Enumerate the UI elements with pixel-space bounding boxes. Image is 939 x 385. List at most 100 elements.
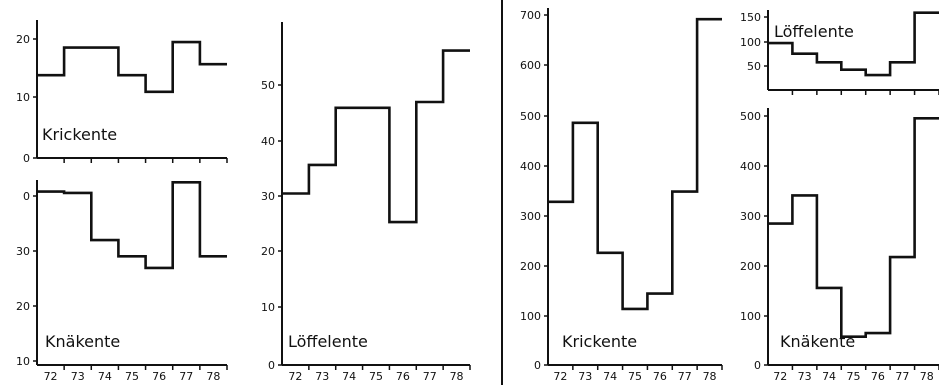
- y-tick-label: 0: [23, 190, 30, 203]
- y-tick-label: 400: [520, 160, 541, 173]
- x-tick-label: 77: [678, 370, 692, 383]
- y-tick-label: 0: [534, 359, 541, 372]
- panel-species-label: Krickente: [42, 125, 117, 144]
- step-value-mark: [778, 222, 782, 226]
- step-value-mark: [683, 190, 687, 194]
- x-tick-label: 72: [44, 370, 58, 383]
- step-value-mark: [583, 121, 587, 125]
- step-value-mark: [49, 190, 53, 194]
- step-value-mark: [157, 266, 161, 270]
- step-value-mark: [900, 255, 904, 259]
- panel-knaekente-large: 0 100 200 300 400 500 72 73 74 75 76 77 78 Knäkente: [740, 108, 939, 383]
- x-tick-label: 74: [603, 370, 617, 383]
- y-tick-label: 500: [740, 110, 761, 123]
- x-tick-label: 75: [847, 370, 861, 383]
- x-tick-label: 77: [179, 370, 193, 383]
- y-tick-label: 20: [261, 245, 275, 258]
- x-tick-label: 75: [125, 370, 139, 383]
- panel-species-label: Löffelente: [288, 332, 368, 351]
- step-value-mark: [347, 106, 351, 110]
- panel-krickente-large: 0 100 200 300 400 500 600 700 72 73 74 75 76 77 78 Kric…: [520, 8, 723, 383]
- y-tick-label: 700: [520, 9, 541, 22]
- y-tick-label: 600: [520, 59, 541, 72]
- y-tick-label: 20: [16, 300, 30, 313]
- y-tick-label: 20: [16, 33, 30, 46]
- y-tick-label: 100: [740, 36, 761, 49]
- y-tick-label: 50: [261, 79, 275, 92]
- x-tick-label: 76: [152, 370, 166, 383]
- step-value-mark: [130, 73, 134, 77]
- x-tick-label: 72: [773, 370, 787, 383]
- x-tick-label: 72: [288, 370, 302, 383]
- y-tick-label: 10: [16, 91, 30, 104]
- step-value-mark: [374, 106, 378, 110]
- x-tick-label: 76: [871, 370, 885, 383]
- step-series-line: [768, 117, 939, 338]
- y-tick-label: 200: [740, 260, 761, 273]
- x-tick-label: 75: [369, 370, 383, 383]
- step-value-mark: [827, 60, 831, 64]
- y-tick-label: 40: [261, 135, 275, 148]
- x-tick-label: 73: [71, 370, 85, 383]
- panel-knaekente-small: 0 30 20 10 72 73 74 75 76 77 78 Knäkente: [16, 180, 228, 383]
- step-series-line: [37, 40, 227, 94]
- x-tick-label: 74: [822, 370, 836, 383]
- x-tick-label: 77: [423, 370, 437, 383]
- step-value-mark: [876, 73, 880, 77]
- step-value-mark: [455, 49, 459, 53]
- y-tick-label: 10: [261, 301, 275, 314]
- x-tick-label: 74: [342, 370, 356, 383]
- step-value-mark: [49, 73, 53, 77]
- step-value-mark: [827, 286, 831, 290]
- step-value-mark: [103, 238, 107, 242]
- x-tick-label: 78: [450, 370, 464, 383]
- step-value-mark: [876, 331, 880, 335]
- step-value-mark: [803, 52, 807, 56]
- step-value-mark: [130, 254, 134, 258]
- y-tick-label: 0: [268, 359, 275, 372]
- step-value-mark: [184, 40, 188, 44]
- x-tick-label: 76: [396, 370, 410, 383]
- step-value-mark: [925, 11, 929, 15]
- step-value-mark: [558, 200, 562, 204]
- y-tick-label: 500: [520, 110, 541, 123]
- panel-krickente-small: 0 10 20 Krickente: [16, 20, 228, 165]
- step-value-mark: [184, 180, 188, 184]
- step-series-line: [548, 17, 722, 311]
- x-tick-label: 78: [703, 370, 717, 383]
- y-tick-label: 300: [520, 210, 541, 223]
- step-value-mark: [293, 192, 297, 196]
- step-value-mark: [852, 68, 856, 72]
- y-tick-label: 200: [520, 260, 541, 273]
- x-tick-label: 78: [920, 370, 934, 383]
- y-tick-label: 50: [747, 60, 761, 73]
- x-tick-label: 73: [578, 370, 592, 383]
- step-value-mark: [633, 307, 637, 311]
- y-tick-label: 300: [740, 210, 761, 223]
- x-tick-label: 74: [98, 370, 112, 383]
- x-tick-label: 72: [553, 370, 567, 383]
- panel-species-label: Löffelente: [774, 22, 854, 41]
- y-tick-label: 100: [520, 310, 541, 323]
- step-value-mark: [608, 251, 612, 255]
- step-value-mark: [211, 254, 215, 258]
- y-tick-label: 0: [23, 152, 30, 165]
- step-value-mark: [103, 46, 107, 50]
- step-value-mark: [157, 90, 161, 94]
- step-value-mark: [925, 116, 929, 120]
- step-value-mark: [658, 292, 662, 296]
- y-tick-label: 100: [740, 310, 761, 323]
- step-value-mark: [320, 163, 324, 167]
- step-value-mark: [76, 191, 80, 195]
- panel-species-label: Knäkente: [780, 332, 855, 351]
- panel-loeffelente-large: 50 100 150 Löffelente: [740, 10, 939, 95]
- y-tick-label: 150: [740, 11, 761, 24]
- y-tick-label: 0: [754, 359, 761, 372]
- step-value-mark: [778, 41, 782, 45]
- step-series-line: [768, 11, 939, 77]
- panel-species-label: Krickente: [562, 332, 637, 351]
- x-tick-label: 73: [798, 370, 812, 383]
- y-tick-label: 400: [740, 160, 761, 173]
- step-value-mark: [900, 60, 904, 64]
